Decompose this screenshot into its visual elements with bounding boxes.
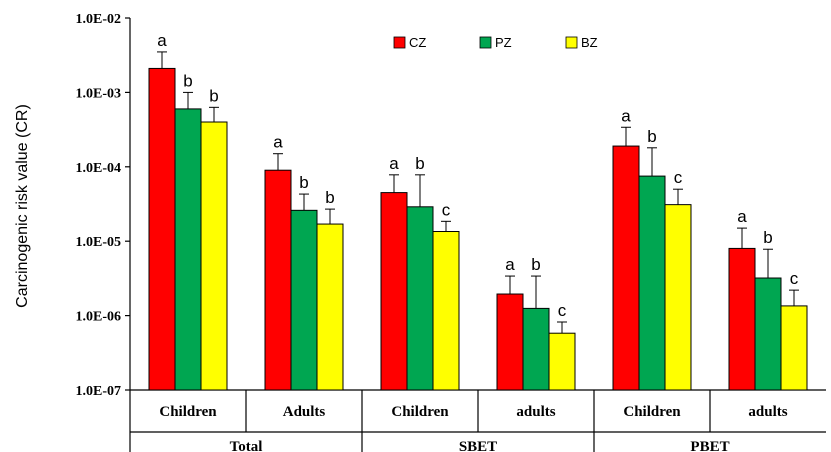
bar-bz bbox=[664, 204, 692, 391]
bar-pz bbox=[174, 108, 202, 391]
x-category-label: Children bbox=[623, 404, 681, 420]
significance-letter: c bbox=[442, 200, 451, 219]
x-category-label: adults bbox=[516, 404, 555, 420]
significance-letter: b bbox=[299, 173, 308, 192]
legend-label: CZ bbox=[409, 35, 426, 50]
y-axis-label: Carcinogenic risk value (CR) bbox=[14, 104, 31, 308]
legend-label: PZ bbox=[495, 35, 512, 50]
legend-swatch-cz bbox=[393, 36, 406, 49]
x-group-label: Total bbox=[230, 439, 263, 452]
bar-bz bbox=[200, 121, 228, 391]
bar-bz bbox=[780, 305, 808, 391]
bar-bz bbox=[432, 231, 460, 391]
significance-letter: b bbox=[325, 188, 334, 207]
x-category-label: Children bbox=[391, 404, 449, 420]
bar-cz bbox=[612, 145, 640, 391]
significance-letter: a bbox=[157, 31, 167, 50]
significance-letter: a bbox=[621, 106, 631, 125]
bar-cz bbox=[728, 247, 756, 391]
axes: 1.0E-07 1.0E-06 1.0E-05 1.0E-04 1.0E-03 1.0E-… bbox=[76, 12, 826, 452]
bar-cz bbox=[496, 293, 524, 391]
legend-label: BZ bbox=[581, 35, 598, 50]
bar-pz bbox=[522, 307, 550, 391]
x-group-label: PBET bbox=[690, 439, 729, 452]
bar-pz bbox=[406, 206, 434, 391]
bar-cz bbox=[264, 169, 292, 391]
x-category-label: adults bbox=[748, 404, 787, 420]
significance-letter: b bbox=[763, 228, 772, 247]
significance-letter: a bbox=[737, 207, 747, 226]
legend-swatch-bz bbox=[565, 36, 578, 49]
significance-letter: c bbox=[558, 301, 567, 320]
significance-letter: a bbox=[273, 133, 283, 152]
x-group-label: SBET bbox=[459, 439, 497, 452]
significance-letter: a bbox=[389, 154, 399, 173]
legend: CZ PZ BZ bbox=[393, 35, 598, 50]
legend-swatch-pz bbox=[479, 36, 492, 49]
significance-letter: b bbox=[531, 255, 540, 274]
bar-pz bbox=[754, 277, 782, 391]
bar-cz bbox=[148, 67, 176, 391]
x-category-label: Adults bbox=[283, 404, 326, 420]
y-tick-label: 1.0E-06 bbox=[76, 310, 122, 325]
bar-pz bbox=[290, 209, 318, 391]
significance-letter: b bbox=[183, 71, 192, 90]
x-category-label: Children bbox=[159, 404, 217, 420]
bar-cz bbox=[380, 192, 408, 391]
significance-letter: c bbox=[790, 269, 799, 288]
y-tick-label: 1.0E-02 bbox=[76, 12, 122, 27]
significance-letter: a bbox=[505, 255, 515, 274]
bar-bz bbox=[548, 332, 576, 391]
significance-letter: c bbox=[674, 168, 683, 187]
bar-bz bbox=[316, 223, 344, 391]
significance-letter: b bbox=[415, 154, 424, 173]
significance-letter: b bbox=[209, 86, 218, 105]
significance-letter: b bbox=[647, 127, 656, 146]
y-tick-label: 1.0E-07 bbox=[76, 384, 122, 399]
y-tick-label: 1.0E-04 bbox=[76, 161, 122, 176]
y-tick-label: 1.0E-05 bbox=[76, 235, 122, 250]
bar-pz bbox=[638, 175, 666, 391]
y-tick-label: 1.0E-03 bbox=[76, 86, 122, 101]
